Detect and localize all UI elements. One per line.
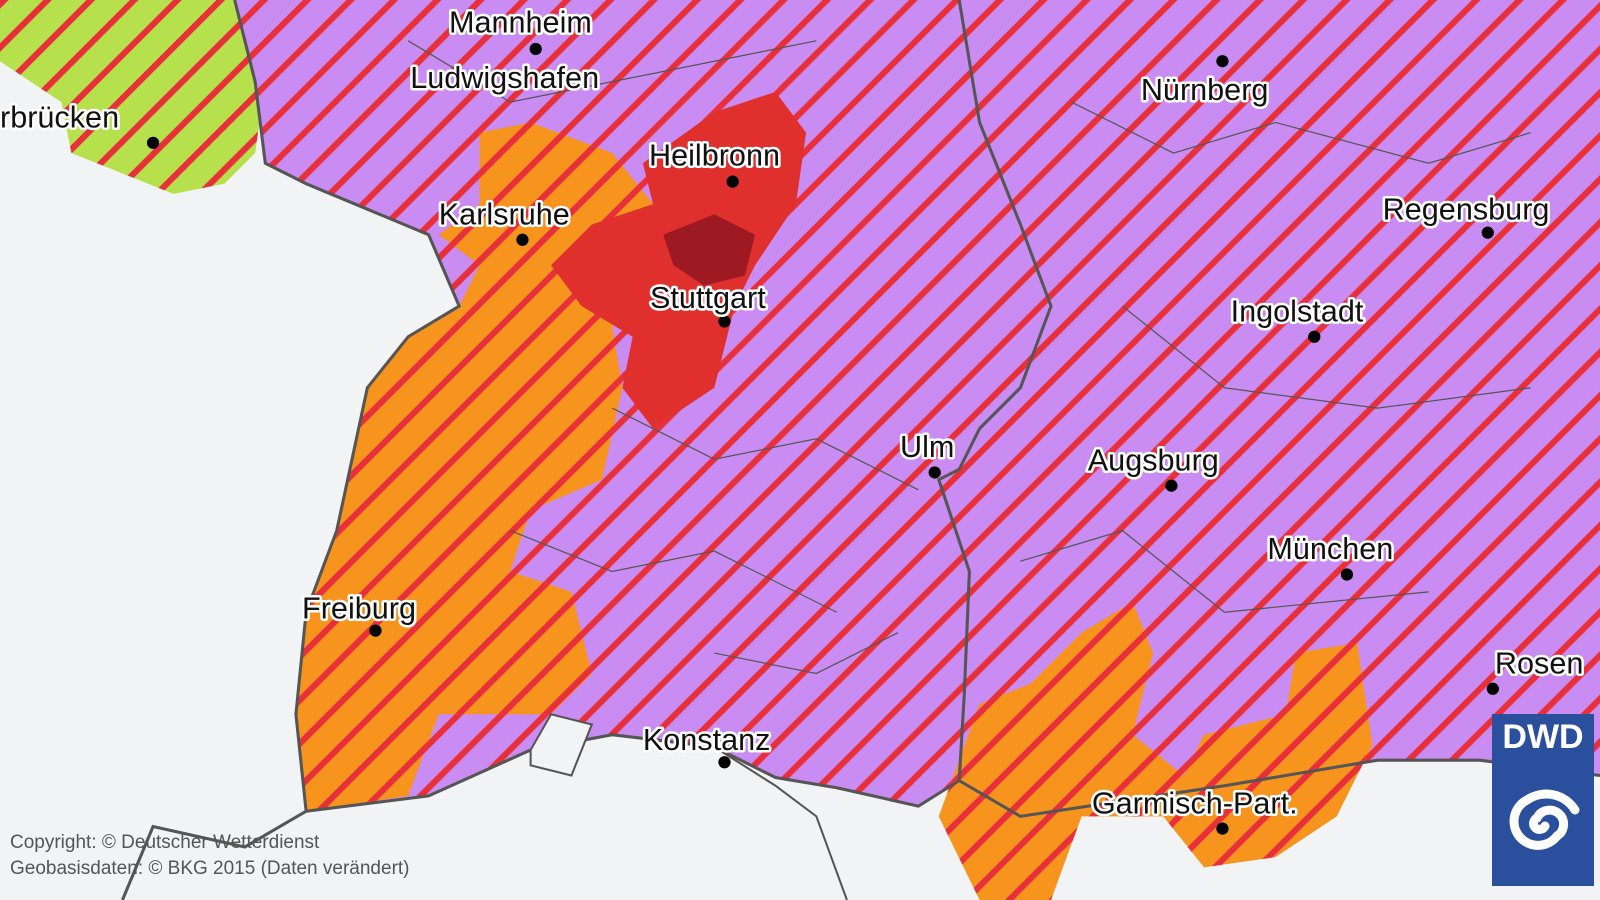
city-label: Augsburg	[1088, 443, 1219, 477]
city-label: Freiburg	[302, 591, 416, 625]
city-label: Regensburg	[1383, 192, 1550, 226]
region-darkred	[663, 214, 756, 286]
city-label: Nürnberg	[1141, 73, 1269, 107]
logo-text: DWD	[1502, 718, 1584, 756]
region-red	[551, 91, 807, 429]
city-label: Ingolstadt	[1231, 294, 1364, 328]
city-label: Heilbronn	[649, 138, 780, 172]
geodata-credit-line: Geobasisdaten: © BKG 2015 (Daten verände…	[10, 858, 410, 879]
dwd-logo: DWD	[1492, 714, 1594, 886]
city-dot-heilbronn	[726, 175, 739, 188]
city-label: München	[1267, 532, 1393, 566]
city-label: Ludwigshafen	[410, 61, 599, 95]
region-green	[0, 0, 266, 194]
city-markers	[146, 42, 1499, 835]
city-label: rbrücken	[0, 101, 119, 135]
city-labels: Mannheim Ludwigshafen rbrücken Nürnberg …	[0, 3, 1586, 823]
city-label: Karlsruhe	[439, 197, 570, 231]
city-dot-muenchen	[1340, 568, 1354, 581]
city-dot-freiburg	[369, 624, 382, 637]
city-label: Garmisch-Part.	[1092, 786, 1298, 820]
city-dot-augsburg	[1165, 479, 1178, 492]
copyright-line: Copyright: © Deutscher Wetterdienst	[10, 832, 320, 853]
city-label: Mannheim	[449, 6, 592, 40]
city-label: Konstanz	[643, 723, 771, 757]
city-label: Ulm	[900, 430, 954, 464]
city-dot-garmisch	[1216, 822, 1229, 835]
city-dot-karlsruhe	[516, 233, 529, 246]
city-dot-nuernberg	[1216, 55, 1229, 68]
city-dot-saarbruecken	[146, 136, 160, 149]
city-dot-konstanz	[718, 756, 731, 769]
city-dot-ingolstadt	[1308, 330, 1321, 343]
city-dot-rosenheim	[1486, 682, 1499, 695]
city-label: Rosen	[1495, 646, 1583, 680]
city-dot-mannheim	[529, 42, 542, 56]
spiral-icon	[1509, 789, 1580, 850]
city-dot-regensburg	[1481, 226, 1494, 239]
borders	[121, 0, 1600, 900]
city-label: Stuttgart	[650, 281, 766, 315]
city-dot-stuttgart	[718, 315, 731, 328]
city-dot-ulm	[928, 466, 941, 479]
region-orange	[295, 122, 1373, 900]
